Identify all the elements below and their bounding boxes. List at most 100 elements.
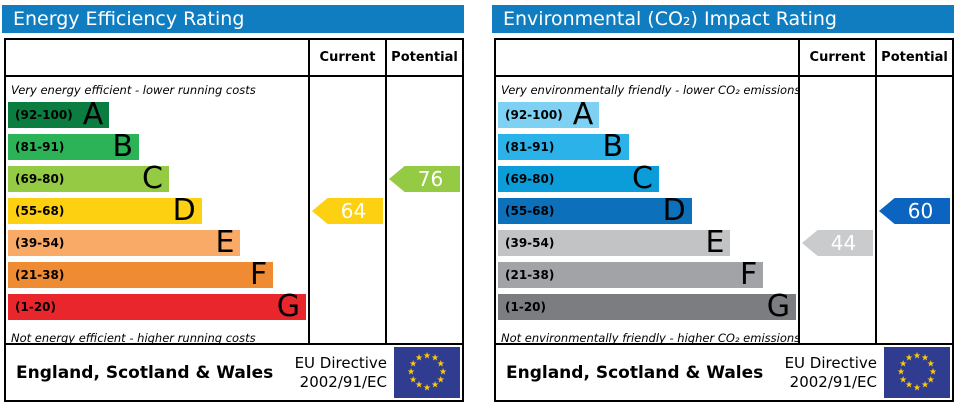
current-column-header: Current [308, 40, 385, 77]
band-grade-letter: F [249, 257, 268, 292]
band-bar-a: (92-100) A [8, 97, 110, 132]
flag-star: ★ [409, 375, 418, 385]
band-row-b: (81-91) B [8, 129, 306, 164]
band-range-label: (39-54) [505, 236, 555, 250]
eu-directive-line1: EU Directive [294, 353, 387, 372]
footer: England, Scotland & Wales EU Directive 2… [496, 343, 952, 400]
top-note: Very environmentally friendly - lower CO… [501, 83, 798, 97]
band-grade-letter: A [572, 97, 594, 132]
band-row-c: (69-80) C [498, 161, 796, 196]
current-rating-arrow: 64 [312, 198, 383, 224]
flag-star: ★ [430, 353, 440, 364]
flag-star: ★ [912, 351, 922, 361]
band-range-label: (39-54) [15, 236, 65, 250]
band-bar-e: (39-54) E [498, 225, 731, 260]
footer: England, Scotland & Wales EU Directive 2… [6, 343, 462, 400]
band-bar-b: (81-91) B [498, 129, 630, 164]
chart-column-header-spacer [496, 40, 798, 77]
potential-column-header: Potential [875, 40, 952, 77]
potential-column-header: Potential [385, 40, 462, 77]
environmental-impact-panel: Environmental (CO₂) Impact Rating Curren… [490, 0, 957, 404]
bands-container: (92-100) A (81-91) B (69-80) C (55-68) D (39-54)… [498, 97, 796, 324]
panel-title-bar: Environmental (CO₂) Impact Rating [492, 5, 954, 33]
potential-rating-arrow: 60 [879, 198, 950, 224]
flag-star: ★ [436, 359, 445, 369]
chart-column-header-spacer [6, 40, 308, 77]
current-value-cell: 44 [798, 77, 875, 343]
band-grade-letter: E [705, 225, 725, 260]
bottom-note: Not environmentally friendly - higher CO… [501, 331, 798, 343]
energy-efficiency-panel: Energy Efficiency Rating Current Potenti… [0, 0, 467, 404]
band-grade-letter: C [141, 161, 163, 196]
band-bar-c: (69-80) C [8, 161, 169, 196]
band-range-label: (21-38) [15, 268, 65, 282]
eu-directive-label: EU Directive 2002/91/EC [295, 354, 394, 392]
current-value-cell: 64 [308, 77, 385, 343]
rating-table: Current Potential Very environmentally f… [494, 38, 954, 402]
band-range-label: (1-20) [505, 300, 546, 314]
bands-container: (92-100) A (81-91) B (69-80) C (55-68) D (39-54)… [8, 97, 306, 322]
flag-star: ★ [414, 380, 424, 391]
band-bar-c: (69-80) C [498, 161, 659, 196]
bottom-note: Not energy efficient - higher running co… [11, 331, 256, 343]
band-range-label: (69-80) [505, 172, 555, 186]
flag-star: ★ [899, 359, 908, 369]
band-range-label: (55-68) [505, 204, 555, 218]
flag-star: ★ [912, 383, 922, 393]
band-bar-d: (55-68) D [8, 193, 202, 228]
band-row-f: (21-38) F [8, 257, 306, 292]
potential-rating-value: 76 [417, 167, 444, 191]
region-label: England, Scotland & Wales [16, 362, 274, 383]
flag-star: ★ [414, 353, 424, 364]
band-row-c: (69-80) C [8, 161, 306, 196]
flag-star: ★ [920, 353, 930, 364]
flag-star: ★ [409, 359, 418, 369]
band-range-label: (1-20) [15, 300, 56, 314]
band-bar-e: (39-54) E [8, 228, 241, 258]
flag-star: ★ [430, 380, 440, 391]
band-grade-letter: C [631, 161, 653, 196]
potential-rating-arrow: 76 [389, 166, 460, 192]
eu-directive-label: EU Directive 2002/91/EC [785, 354, 884, 392]
flag-star: ★ [422, 351, 432, 361]
band-grade-letter: F [739, 257, 758, 292]
band-chart: Very environmentally friendly - lower CO… [496, 77, 798, 343]
band-row-g: (1-20) G [498, 289, 796, 324]
potential-value-cell: 76 [385, 77, 462, 343]
flag-star: ★ [896, 367, 906, 377]
flag-star: ★ [436, 375, 445, 385]
band-row-a: (92-100) A [498, 97, 796, 132]
flag-star: ★ [920, 380, 930, 391]
band-grade-letter: G [766, 289, 790, 324]
flag-star: ★ [926, 359, 935, 369]
flag-star: ★ [928, 367, 938, 377]
band-grade-letter: B [602, 129, 624, 164]
band-grade-letter: A [82, 97, 104, 132]
flag-star: ★ [926, 375, 935, 385]
eu-directive-line2: 2002/91/EC [299, 372, 387, 391]
top-note: Very energy efficient - lower running co… [11, 83, 256, 97]
band-bar-a: (92-100) A [498, 97, 600, 132]
band-range-label: (55-68) [15, 204, 65, 218]
band-bar-f: (21-38) F [498, 257, 764, 292]
current-rating-value: 44 [830, 231, 857, 255]
band-row-f: (21-38) F [498, 257, 796, 292]
panel-title: Energy Efficiency Rating [13, 8, 245, 30]
eu-flag: ★ ★ ★ ★ ★ ★ ★ ★ ★ ★ ★ ★ [884, 347, 950, 398]
band-row-g: (1-20) G [8, 292, 306, 322]
eu-directive-line1: EU Directive [784, 353, 877, 372]
band-bar-d: (55-68) D [498, 196, 692, 226]
band-range-label: (92-100) [15, 108, 73, 122]
band-grade-letter: D [172, 193, 196, 228]
current-rating-value: 64 [340, 199, 367, 223]
potential-rating-value: 60 [907, 199, 934, 223]
band-bar-f: (21-38) F [8, 257, 274, 292]
potential-value-cell: 60 [875, 77, 952, 343]
band-bar-b: (81-91) B [8, 129, 140, 164]
flag-star: ★ [422, 383, 432, 393]
current-column-header: Current [798, 40, 875, 77]
flag-star: ★ [904, 353, 914, 364]
band-row-e: (39-54) E [498, 225, 796, 260]
band-grade-letter: B [112, 129, 134, 164]
flag-star: ★ [406, 367, 416, 377]
